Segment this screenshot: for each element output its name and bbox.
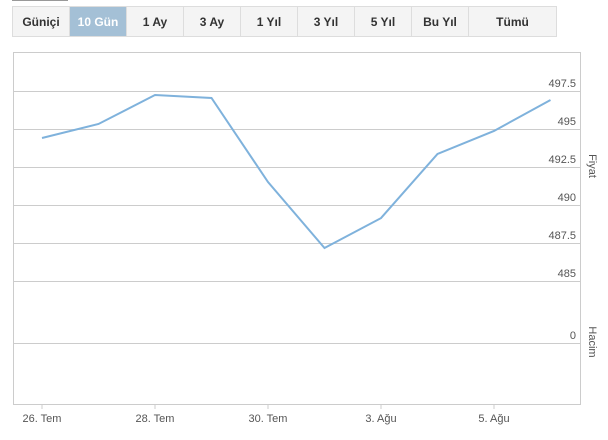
range-tab[interactable]: 10 Gün <box>70 7 127 36</box>
top-rule <box>12 0 68 1</box>
range-tabs: Güniçi 10 Gün 1 Ay 3 Ay 1 Yıl 3 Yıl 5 Yıl Bu Yı… <box>12 6 557 37</box>
range-tab[interactable]: 5 Yıl <box>355 7 412 36</box>
y-axis-title: Fiyat <box>586 154 598 178</box>
range-tab[interactable]: Güniçi <box>13 7 70 36</box>
y-tick-label: 497.5 <box>548 78 576 90</box>
plot-frame <box>13 52 581 405</box>
y-tick-label: 495 <box>558 116 576 128</box>
range-tab[interactable]: Tümü <box>469 7 556 36</box>
range-tab[interactable]: 3 Ay <box>184 7 241 36</box>
range-tab[interactable]: Bu Yıl <box>412 7 469 36</box>
volume-tick-label: 0 <box>570 330 576 342</box>
volume-axis-title: Hacim <box>586 326 598 357</box>
x-tick-label: 28. Tem <box>136 413 175 425</box>
range-tab[interactable]: 1 Ay <box>127 7 184 36</box>
range-tab[interactable]: 1 Yıl <box>241 7 298 36</box>
range-tab[interactable]: 3 Yıl <box>298 7 355 36</box>
x-tick-label: 26. Tem <box>23 413 62 425</box>
y-tick-label: 485 <box>558 268 576 280</box>
x-tick-label: 5. Ağu <box>478 413 509 425</box>
price-line <box>41 93 551 250</box>
y-tick-label: 492.5 <box>548 154 576 166</box>
x-tick-label: 30. Tem <box>249 413 288 425</box>
x-tick-label: 3. Ağu <box>365 413 396 425</box>
y-tick-label: 487.5 <box>548 230 576 242</box>
y-tick-label: 490 <box>558 192 576 204</box>
